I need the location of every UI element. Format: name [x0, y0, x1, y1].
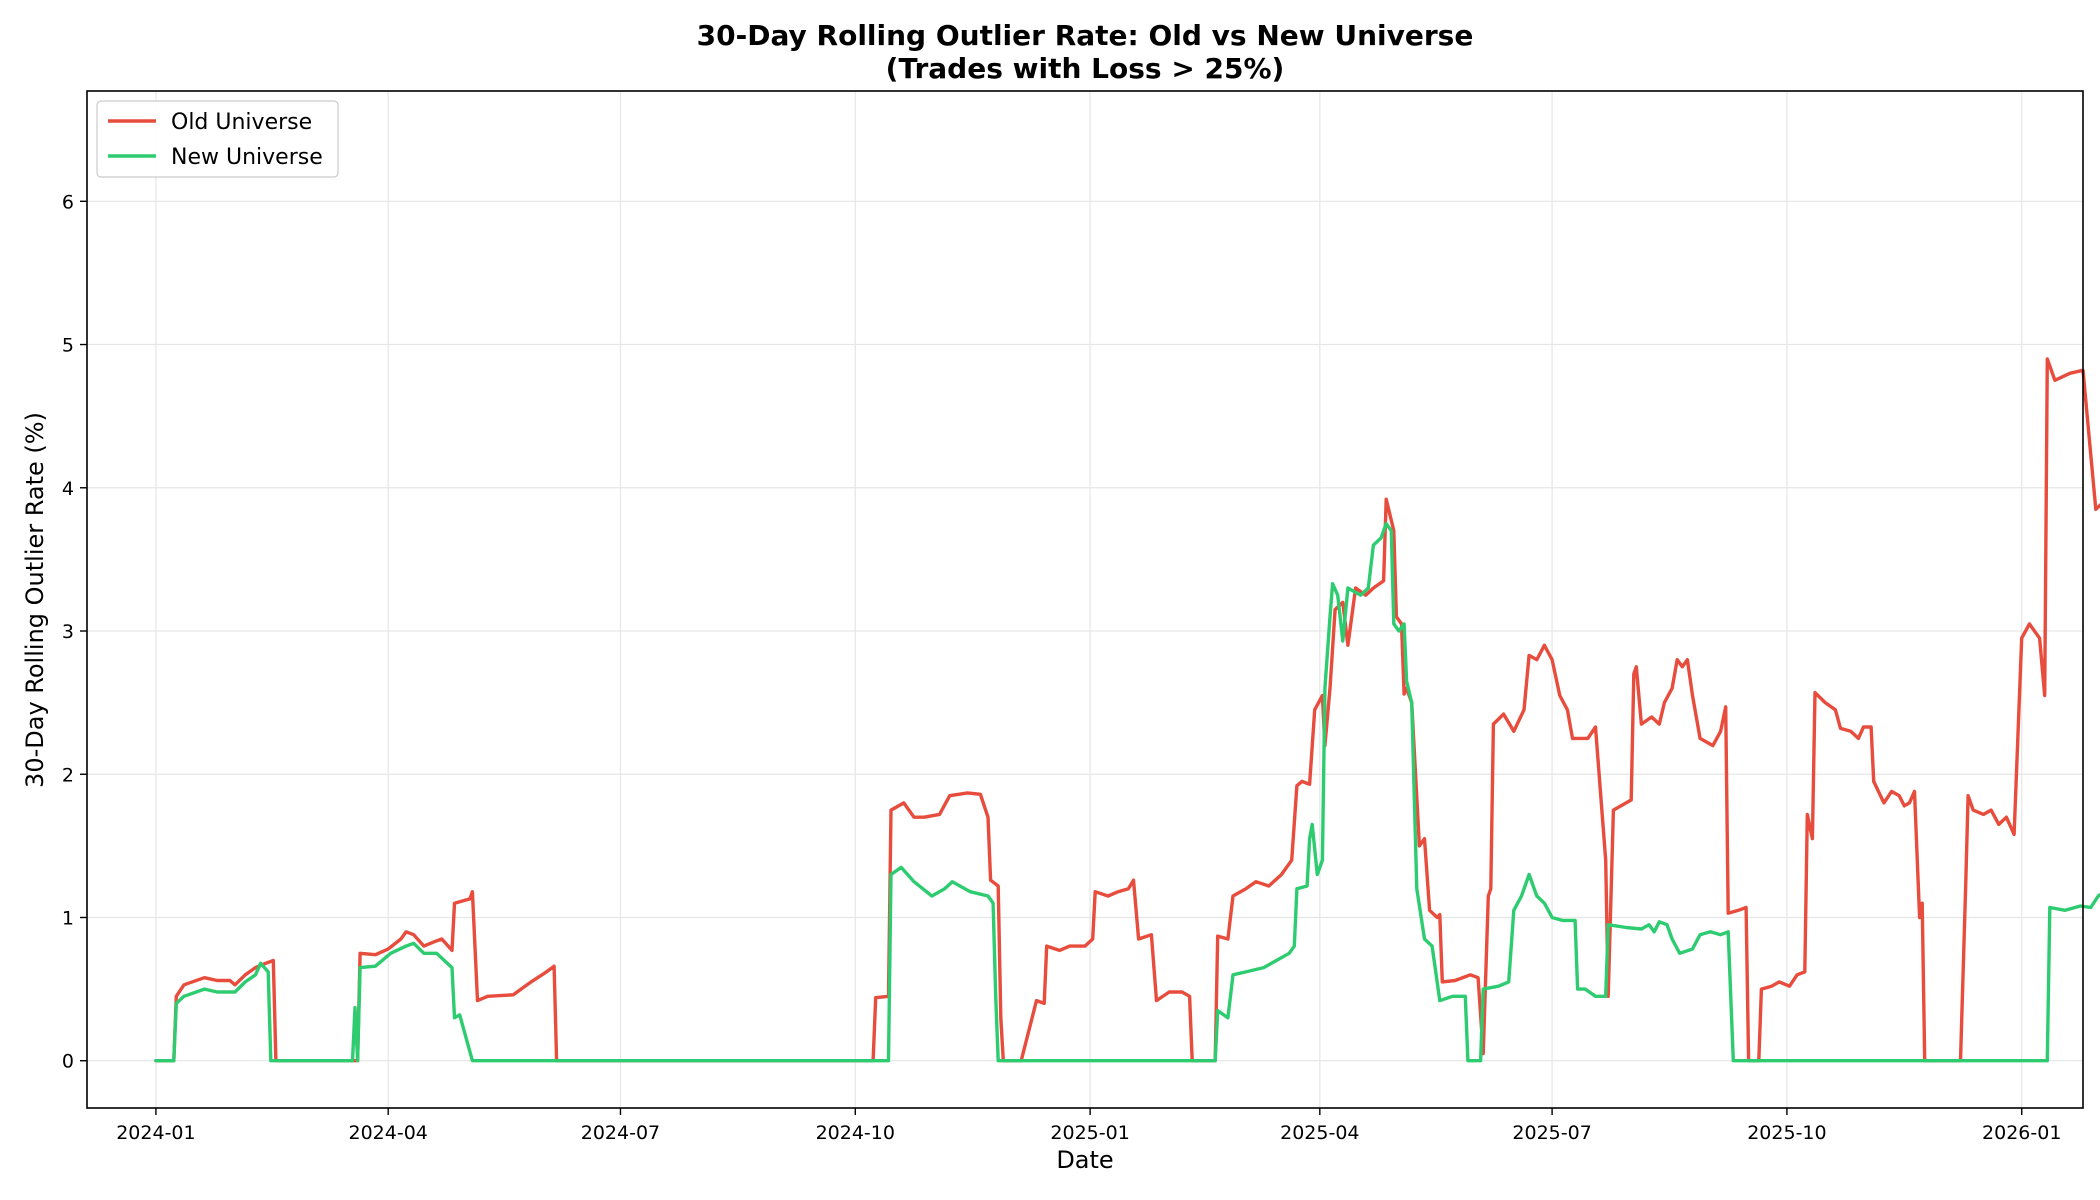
x-tick-label: 2024-04 [348, 1122, 427, 1144]
x-tick-label: 2025-10 [1747, 1122, 1826, 1144]
grid [87, 91, 2083, 1108]
legend-label-old-universe: Old Universe [171, 110, 312, 135]
y-tick-label: 4 [62, 478, 74, 500]
plot-frame [86, 90, 2084, 1109]
series-line-new-universe [154, 521, 2100, 1063]
chart-title-line2: (Trades with Loss > 25%) [886, 52, 1285, 85]
x-tick-label: 2024-01 [116, 1122, 195, 1144]
x-tick-label: 2025-07 [1512, 1122, 1591, 1144]
chart-title-line1: 30-Day Rolling Outlier Rate: Old vs New … [697, 19, 1474, 52]
legend-label-new-universe: New Universe [171, 145, 323, 170]
y-tick-label: 5 [62, 335, 74, 357]
legend-box [96, 100, 339, 178]
y-tick-label: 3 [62, 621, 74, 643]
ticks: 0 1 2 3 4 5 6 2024-01 2024-04 2024-07 2024-10 2025-… [62, 191, 2062, 1144]
y-tick-label: 6 [62, 191, 74, 213]
x-tick-label: 2025-01 [1050, 1122, 1129, 1144]
series-line-old-universe [154, 357, 2100, 1063]
x-tick-label: 2026-01 [1982, 1122, 2061, 1144]
x-tick-label: 2024-10 [816, 1122, 895, 1144]
x-tick-label: 2025-04 [1280, 1122, 1359, 1144]
y-tick-label: 0 [62, 1051, 74, 1073]
series-layer [154, 357, 2100, 1063]
y-tick-label: 1 [62, 907, 74, 929]
legend: Old Universe New Universe [96, 100, 339, 178]
y-tick-label: 2 [62, 764, 74, 786]
x-tick-label: 2024-07 [581, 1122, 660, 1144]
x-axis-label: Date [1056, 1146, 1113, 1174]
y-axis-label: 30-Day Rolling Outlier Rate (%) [21, 412, 49, 788]
